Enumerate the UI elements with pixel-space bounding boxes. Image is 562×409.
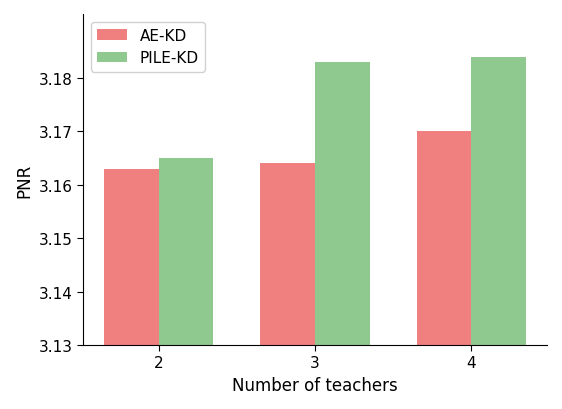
Bar [471, 58, 526, 345]
Y-axis label: PNR: PNR [15, 163, 33, 197]
Bar [315, 63, 370, 345]
Bar [416, 132, 471, 345]
Bar [158, 159, 214, 345]
Bar [260, 164, 315, 345]
X-axis label: Number of teachers: Number of teachers [232, 376, 398, 394]
Legend: AE-KD, PILE-KD: AE-KD, PILE-KD [90, 22, 205, 72]
Bar [104, 169, 158, 345]
